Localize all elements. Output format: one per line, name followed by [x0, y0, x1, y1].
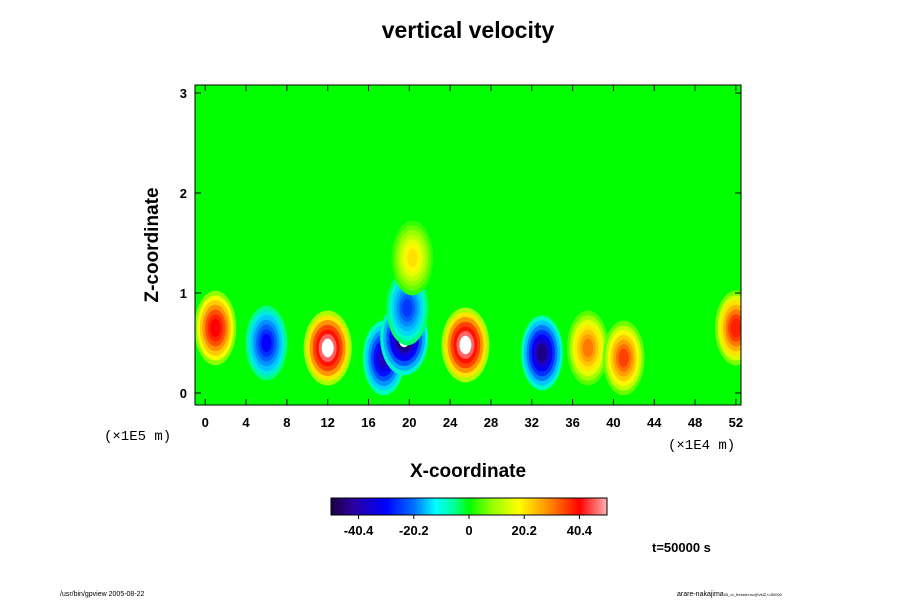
feature-0-level-7 [210, 318, 221, 338]
footer-right: arare-nakajima05_ol_Kessler.nc@VelZ,t=50… [677, 591, 783, 598]
colorbar-tick-label: 20.2 [512, 523, 537, 538]
x-tick-label: 28 [484, 415, 498, 430]
footer-right-main: arare-nakajima [677, 591, 724, 598]
colorbar-tick-label: -20.2 [399, 523, 429, 538]
feature-10-level-7 [618, 348, 629, 368]
feature-10 [602, 320, 645, 396]
feature-7-level-7 [459, 335, 472, 355]
x-tick-label: 40 [606, 415, 620, 430]
x-tick-label: 32 [525, 415, 539, 430]
y-scale-label: (×1E5 m) [104, 429, 171, 445]
x-tick-label: 8 [283, 415, 290, 430]
feature-0 [195, 290, 237, 366]
x-axis-label: X-coordinate [410, 461, 526, 482]
colorbar-tick-label: 40.4 [567, 523, 593, 538]
y-axis-ticks: 0 1 2 3 [180, 86, 741, 401]
feature-8 [521, 315, 563, 391]
x-tick-label: 48 [688, 415, 702, 430]
feature-1-level-7 [261, 333, 272, 353]
y-tick-label: 3 [180, 86, 187, 101]
velocity-features [195, 220, 741, 396]
feature-8-level-7 [536, 343, 548, 363]
x-tick-label: 16 [361, 415, 375, 430]
feature-2 [303, 310, 352, 386]
feature-6 [391, 220, 434, 296]
x-tick-label: 20 [402, 415, 416, 430]
y-tick-label: 2 [180, 186, 187, 201]
heatmap [195, 85, 741, 405]
feature-9 [567, 310, 609, 386]
x-tick-label: 4 [242, 415, 250, 430]
footer-left: /usr/bin/gpview 2005-08-22 [60, 591, 145, 598]
x-tick-label: 12 [320, 415, 334, 430]
colorbar-ticks: -40.4 -20.2 0 20.2 40.4 [344, 515, 593, 538]
feature-11 [715, 290, 741, 366]
time-annotation: t=50000 s [652, 540, 711, 555]
x-tick-label: 0 [202, 415, 209, 430]
x-axis-ticks: 0 4 8 12 16 20 24 28 32 36 40 44 48 52 [202, 85, 743, 430]
y-tick-label: 0 [180, 386, 187, 401]
x-scale-label: (×1E4 m) [668, 438, 735, 454]
x-tick-label: 44 [647, 415, 662, 430]
plot-frame [194, 84, 742, 406]
colorbar-tick-label: -40.4 [344, 523, 374, 538]
footer-right-small: 05_ol_Kessler.nc@VelZ,t=50000 [724, 592, 783, 597]
feature-9-level-7 [582, 338, 594, 358]
x-tick-label: 36 [565, 415, 579, 430]
feature-11-level-7 [730, 318, 741, 338]
colorbar: -40.4 -20.2 0 20.2 40.4 [330, 497, 608, 538]
x-tick-label: 24 [443, 415, 458, 430]
x-tick-label: 52 [729, 415, 743, 430]
chart-title: vertical velocity [382, 17, 555, 43]
colorbar-bar [330, 497, 608, 516]
feature-2-level-7 [321, 338, 334, 358]
colorbar-tick-label: 0 [465, 523, 472, 538]
feature-1 [245, 305, 288, 381]
feature-7 [441, 307, 490, 383]
feature-5-level-7 [402, 298, 413, 318]
feature-6-level-7 [407, 248, 418, 268]
y-axis-label: Z-coordinate [142, 187, 163, 302]
y-tick-label: 1 [180, 286, 187, 301]
